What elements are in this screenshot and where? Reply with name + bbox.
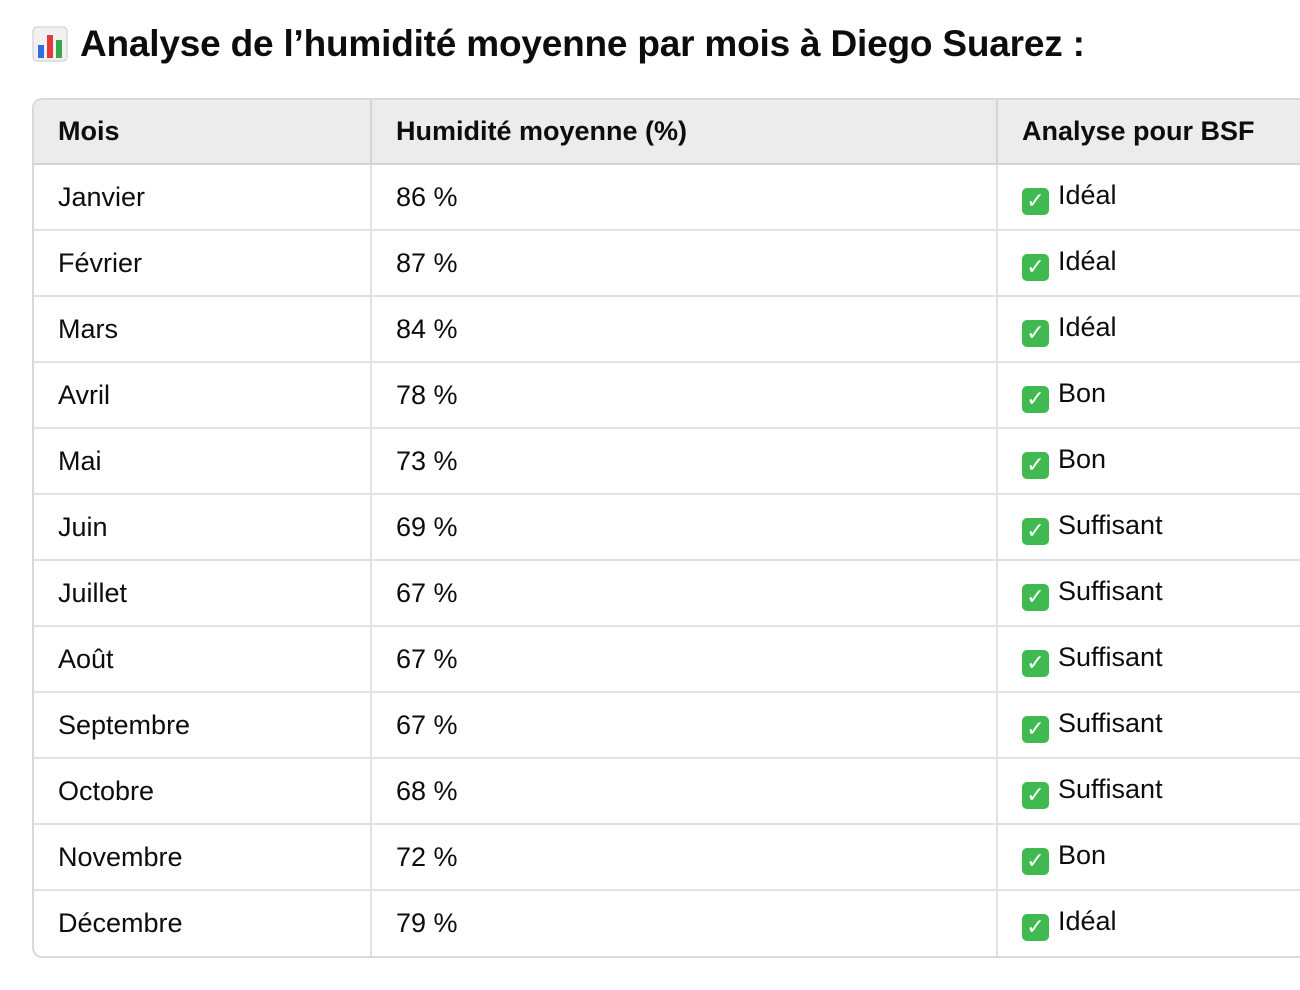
bar-chart-icon [32,26,68,62]
table-row: Janvier 86 % ✓ Idéal [34,164,1300,231]
cell-mois: Décembre [34,890,372,956]
analyse-label: Idéal [1058,179,1117,210]
analyse-label: Idéal [1058,311,1117,342]
cell-mois: Avril [34,362,372,429]
table-row: Mars 84 % ✓ Idéal [34,296,1300,363]
cell-mois: Octobre [34,758,372,825]
cell-analyse: ✓ Idéal [997,296,1300,363]
check-mark-button-icon: ✓ [1022,847,1049,875]
table-row: Octobre 68 % ✓ Suffisant [34,758,1300,825]
cell-humidite: 84 % [371,296,998,363]
check-mark-button-icon: ✓ [1022,253,1049,281]
cell-humidite: 78 % [371,362,998,429]
check-mark-button-icon: ✓ [1022,583,1049,611]
analyse-label: Bon [1058,443,1107,474]
check-mark-button-icon: ✓ [1022,319,1049,347]
analyse-label: Bon [1058,839,1107,870]
cell-analyse: ✓ Idéal [997,890,1300,956]
cell-mois: Juin [34,494,372,561]
table-row: Avril 78 % ✓ Bon [34,362,1300,429]
cell-analyse: ✓ Suffisant [997,560,1300,627]
check-mark-button-icon: ✓ [1022,715,1049,743]
analyse-label: Idéal [1058,245,1117,276]
cell-mois: Février [34,230,372,297]
cell-analyse: ✓ Suffisant [997,692,1300,759]
humidity-table-container: Mois Humidité moyenne (%) Analyse pour B… [32,98,1300,958]
cell-humidite: 68 % [371,758,998,825]
cell-analyse: ✓ Suffisant [997,494,1300,561]
cell-humidite: 79 % [371,890,998,956]
table-row: Septembre 67 % ✓ Suffisant [34,692,1300,759]
analyse-label: Suffisant [1058,641,1163,672]
cell-mois: Mai [34,428,372,495]
cell-mois: Novembre [34,824,372,891]
cell-humidite: 86 % [371,164,998,231]
check-mark-button-icon: ✓ [1022,451,1049,479]
page-title: Analyse de l’humidité moyenne par mois à… [80,23,1085,64]
cell-humidite: 67 % [371,692,998,759]
column-header-humidite: Humidité moyenne (%) [371,100,998,165]
analyse-label: Suffisant [1058,509,1163,540]
table-row: Août 67 % ✓ Suffisant [34,626,1300,693]
column-header-mois: Mois [34,100,372,165]
cell-mois: Août [34,626,372,693]
cell-analyse: ✓ Idéal [997,230,1300,297]
cell-humidite: 73 % [371,428,998,495]
check-mark-button-icon: ✓ [1022,517,1049,545]
cell-analyse: ✓ Bon [997,362,1300,429]
cell-humidite: 67 % [371,560,998,627]
cell-mois: Janvier [34,164,372,231]
analyse-label: Bon [1058,377,1107,408]
cell-humidite: 67 % [371,626,998,693]
analyse-label: Suffisant [1058,707,1163,738]
cell-humidite: 69 % [371,494,998,561]
page-heading: Analyse de l’humidité moyenne par mois à… [32,18,1085,70]
cell-humidite: 87 % [371,230,998,297]
check-mark-button-icon: ✓ [1022,781,1049,809]
analyse-label: Idéal [1058,906,1117,936]
cell-mois: Mars [34,296,372,363]
table-row: Juillet 67 % ✓ Suffisant [34,560,1300,627]
analyse-label: Suffisant [1058,773,1163,804]
table-row: Juin 69 % ✓ Suffisant [34,494,1300,561]
check-mark-button-icon: ✓ [1022,187,1049,215]
cell-analyse: ✓ Idéal [997,164,1300,231]
cell-analyse: ✓ Suffisant [997,758,1300,825]
table-row: Mai 73 % ✓ Bon [34,428,1300,495]
cell-mois: Septembre [34,692,372,759]
cell-analyse: ✓ Bon [997,428,1300,495]
check-mark-button-icon: ✓ [1022,385,1049,413]
check-mark-button-icon: ✓ [1022,914,1049,941]
column-header-analyse: Analyse pour BSF [997,100,1300,165]
humidity-table: Mois Humidité moyenne (%) Analyse pour B… [34,100,1300,956]
table-row: Décembre 79 % ✓ Idéal [34,890,1300,956]
table-row: Février 87 % ✓ Idéal [34,230,1300,297]
cell-humidite: 72 % [371,824,998,891]
cell-analyse: ✓ Bon [997,824,1300,891]
analyse-label: Suffisant [1058,575,1163,606]
table-header-row: Mois Humidité moyenne (%) Analyse pour B… [34,100,1300,165]
table-row: Novembre 72 % ✓ Bon [34,824,1300,891]
cell-analyse: ✓ Suffisant [997,626,1300,693]
cell-mois: Juillet [34,560,372,627]
check-mark-button-icon: ✓ [1022,649,1049,677]
